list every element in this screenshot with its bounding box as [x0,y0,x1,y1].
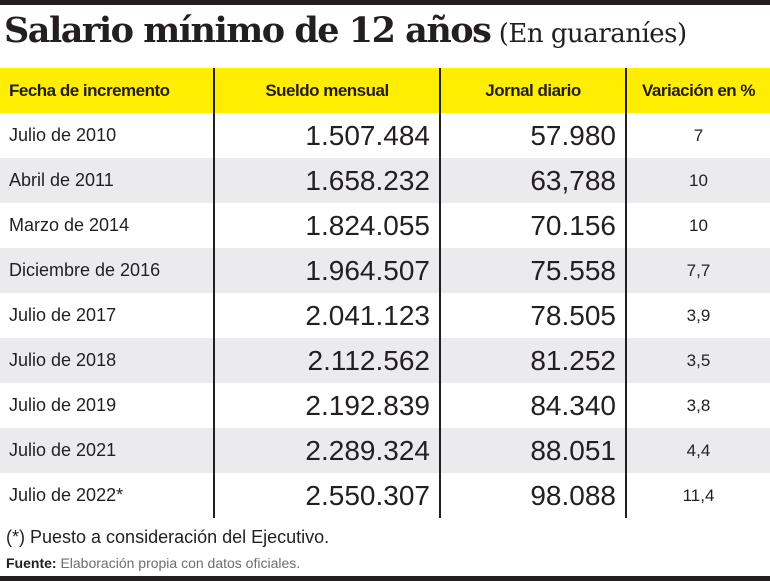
cell-sueldo: 2.112.562 [213,338,440,383]
cell-sueldo: 1.658.232 [213,158,440,203]
cell-sueldo: 2.192.839 [213,383,440,428]
cell-variacion: 3,5 [625,338,770,383]
table-row: Julio de 2019 2.192.839 84.340 3,8 [0,383,770,428]
top-rule [0,0,770,5]
source-label: Fuente: [6,555,57,571]
table-row: Diciembre de 2016 1.964.507 75.558 7,7 [0,248,770,293]
cell-sueldo: 1.964.507 [213,248,440,293]
cell-variacion: 10 [625,158,770,203]
cell-sueldo: 2.289.324 [213,428,440,473]
cell-jornal: 63,788 [439,158,626,203]
source-line: Fuente: Elaboración propia con datos ofi… [6,555,300,571]
cell-jornal: 78.505 [439,293,626,338]
chart-title: Salario mínimo de 12 años (En guaraníes) [4,10,687,60]
cell-sueldo: 2.041.123 [213,293,440,338]
cell-fecha: Diciembre de 2016 [0,248,214,293]
table-row: Julio de 2022* 2.550.307 98.088 11,4 [0,473,770,518]
cell-variacion: 3,9 [625,293,770,338]
salary-table: Fecha de incremento Sueldo mensual Jorna… [0,68,770,518]
title-main: Salario mínimo de 12 años [4,10,492,51]
table-row: Julio de 2021 2.289.324 88.051 4,4 [0,428,770,473]
cell-sueldo: 1.507.484 [213,113,440,158]
source-text: Elaboración propia con datos oficiales. [56,555,301,571]
cell-variacion: 7,7 [625,248,770,293]
cell-variacion: 7 [625,113,770,158]
cell-jornal: 81.252 [439,338,626,383]
header-variacion: Variación en % [625,68,770,113]
cell-fecha: Julio de 2010 [9,125,117,145]
header-row: Fecha de incremento Sueldo mensual Jorna… [0,68,770,113]
cell-variacion: 4,4 [625,428,770,473]
table-row: Abril de 2011 1.658.232 63,788 10 [0,158,770,203]
cell-fecha: Julio de 2022* [9,485,124,505]
cell-sueldo: 2.550.307 [213,473,440,518]
header-jornal: Jornal diario [439,68,626,113]
footnote: (*) Puesto a consideración del Ejecutivo… [6,527,330,547]
cell-jornal: 88.051 [439,428,626,473]
cell-fecha: Julio de 2019 [9,395,117,415]
header-fecha: Fecha de incremento [0,68,214,113]
cell-variacion: 10 [625,203,770,248]
cell-jornal: 84.340 [439,383,626,428]
cell-jornal: 70.156 [439,203,626,248]
cell-sueldo: 1.824.055 [213,203,440,248]
cell-fecha: Marzo de 2014 [9,215,130,235]
cell-fecha: Abril de 2011 [0,158,214,203]
cell-jornal: 57.980 [439,113,626,158]
cell-fecha: Julio de 2017 [9,305,117,325]
cell-fecha: Julio de 2021 [0,428,214,473]
title-subtitle: (En guaraníes) [498,19,687,49]
cell-jornal: 75.558 [439,248,626,293]
cell-jornal: 98.088 [439,473,626,518]
table-row: Marzo de 2014 1.824.055 70.156 10 [0,203,770,248]
cell-variacion: 3,8 [625,383,770,428]
table-row: Julio de 2018 2.112.562 81.252 3,5 [0,338,770,383]
bottom-rule [0,576,770,581]
table-body: Julio de 2010 1.507.484 57.980 7 Abril de 20… [0,113,770,518]
header-sueldo: Sueldo mensual [213,68,440,113]
cell-fecha: Julio de 2018 [0,338,214,383]
table-row: Julio de 2017 2.041.123 78.505 3,9 [0,293,770,338]
table-row: Julio de 2010 1.507.484 57.980 7 [0,113,770,158]
cell-variacion: 11,4 [625,473,770,518]
